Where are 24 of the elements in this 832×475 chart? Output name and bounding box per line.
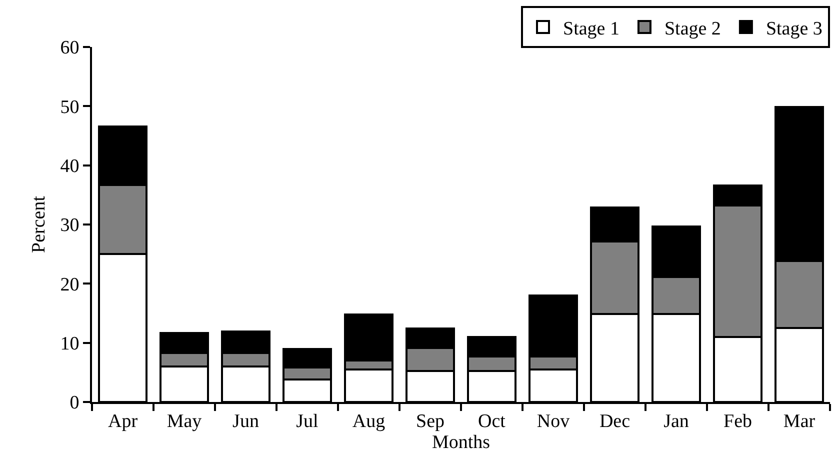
y-tick-label: 40: [60, 156, 80, 177]
x-tick-label: May: [166, 410, 202, 432]
y-tick-label: 0: [70, 392, 80, 414]
y-tick-label: 50: [60, 96, 80, 118]
x-tick-label: Jul: [296, 410, 318, 432]
y-tick-label: 20: [60, 274, 80, 296]
x-tick-label: Aug: [352, 410, 386, 432]
x-tick-label: Jan: [664, 410, 690, 432]
x-tick-label: Sep: [416, 410, 444, 432]
legend-label: Stage 2: [664, 18, 721, 40]
legend-label: Stage 3: [766, 18, 822, 40]
x-tick-label: Apr: [108, 410, 138, 432]
x-tick-label: Mar: [783, 410, 816, 432]
x-tick-label: Jun: [232, 410, 260, 432]
x-tick-label: Feb: [724, 410, 752, 432]
x-tick-label: Dec: [599, 410, 630, 432]
y-tick-label: 30: [60, 215, 80, 236]
y-axis-title: Percent: [28, 195, 50, 253]
x-tick-label: Nov: [536, 410, 570, 432]
x-tick-label: Oct: [478, 410, 506, 432]
legend-label: Stage 1: [563, 18, 620, 40]
y-tick-label: 60: [60, 38, 80, 59]
y-tick-label: 10: [60, 333, 80, 354]
x-axis-title: Months: [432, 432, 490, 454]
